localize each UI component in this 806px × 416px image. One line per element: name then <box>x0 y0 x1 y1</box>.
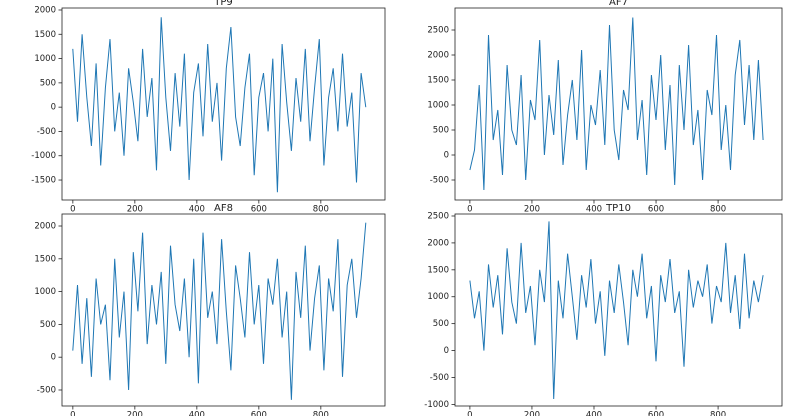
data-line <box>72 222 367 400</box>
y-tick-label: 500 <box>433 126 449 136</box>
y-tick-label: 0 <box>51 353 56 363</box>
y-tick-label: 2500 <box>427 211 449 221</box>
y-tick-label: 2000 <box>34 222 56 232</box>
chart-title: AF7 <box>609 0 628 8</box>
plot-area <box>61 213 386 407</box>
x-tick-label: 400 <box>189 411 205 416</box>
y-tick-label: 500 <box>433 319 449 329</box>
x-tick-label: 600 <box>251 411 267 416</box>
plot-area <box>454 213 783 407</box>
data-line <box>469 17 764 191</box>
chart-title: TP9 <box>213 0 233 8</box>
data-line <box>469 221 764 400</box>
x-tick-label: 800 <box>710 411 726 416</box>
y-tick-label: -500 <box>430 176 449 186</box>
y-tick-label: -1500 <box>31 176 56 186</box>
x-tick-label: 200 <box>524 411 540 416</box>
y-tick-label: 1500 <box>427 76 449 86</box>
y-tick-label: 0 <box>444 346 449 356</box>
y-tick-label: 2000 <box>34 5 56 15</box>
chart-title: TP10 <box>605 203 631 214</box>
x-tick-label: 200 <box>524 205 540 215</box>
x-tick-label: 0 <box>467 411 472 416</box>
x-tick-label: 600 <box>648 411 664 416</box>
y-tick-label: 2000 <box>427 238 449 248</box>
x-tick-label: 400 <box>189 205 205 215</box>
x-tick-label: 800 <box>313 411 329 416</box>
y-tick-label: -500 <box>37 385 56 395</box>
y-tick-label: 0 <box>51 103 56 113</box>
y-tick-label: -1000 <box>424 400 449 410</box>
y-tick-label: 500 <box>40 78 56 88</box>
plot-area <box>454 7 783 201</box>
x-tick-label: 400 <box>586 411 602 416</box>
x-tick-label: 0 <box>467 205 472 215</box>
x-tick-label: 400 <box>586 205 602 215</box>
y-tick-label: 2000 <box>427 51 449 61</box>
x-tick-label: 800 <box>313 205 329 215</box>
plot-area <box>61 7 386 201</box>
chart-title: AF8 <box>214 203 233 214</box>
y-tick-label: 1500 <box>427 265 449 275</box>
y-tick-label: -500 <box>430 373 449 383</box>
y-tick-label: 1000 <box>34 287 56 297</box>
y-tick-label: -1000 <box>31 151 56 161</box>
x-tick-label: 800 <box>710 205 726 215</box>
y-tick-label: 1000 <box>34 54 56 64</box>
y-tick-label: 1500 <box>34 30 56 40</box>
y-tick-label: 1500 <box>34 254 56 264</box>
y-tick-label: 0 <box>444 151 449 161</box>
y-tick-label: 1000 <box>427 292 449 302</box>
x-tick-label: 0 <box>70 411 75 416</box>
data-line <box>72 17 367 193</box>
y-tick-label: 2500 <box>427 26 449 36</box>
x-tick-label: 600 <box>648 205 664 215</box>
x-tick-label: 200 <box>127 411 143 416</box>
x-tick-label: 600 <box>251 205 267 215</box>
x-tick-label: 200 <box>127 205 143 215</box>
y-tick-label: -500 <box>37 127 56 137</box>
y-tick-label: 1000 <box>427 101 449 111</box>
y-tick-label: 500 <box>40 320 56 330</box>
x-tick-label: 0 <box>70 205 75 215</box>
